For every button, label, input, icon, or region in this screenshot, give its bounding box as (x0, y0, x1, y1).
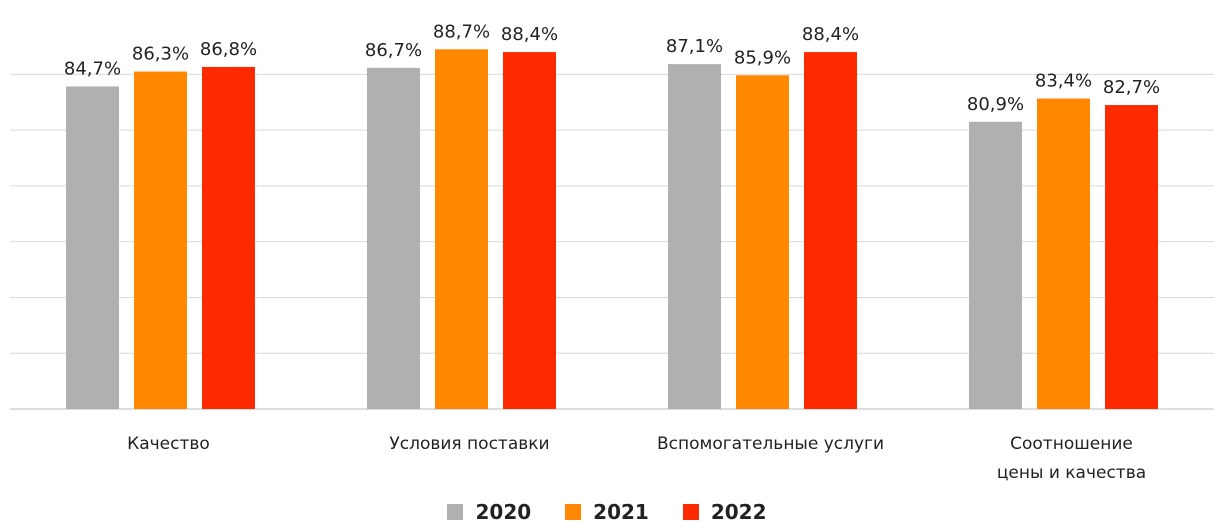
x-tick-label: Соотношение цены и качества (996, 434, 1147, 483)
data-label: 82,7% (1103, 77, 1160, 98)
legend-swatch (447, 504, 464, 520)
data-label: 80,9% (967, 94, 1024, 115)
bar (202, 66, 255, 409)
legend-item: 2022 (682, 500, 767, 522)
legend-label: 2022 (710, 500, 767, 522)
legend-swatch (565, 504, 582, 520)
legend-item: 2021 (565, 500, 649, 522)
data-label: 86,3% (132, 44, 189, 65)
data-label: 88,7% (433, 21, 490, 42)
bar (134, 71, 187, 409)
data-label: 88,4% (501, 24, 558, 45)
bar (804, 52, 857, 410)
bar (1105, 105, 1158, 409)
legend-label: 2021 (593, 500, 649, 522)
data-label: 87,1% (666, 36, 723, 57)
bar (367, 67, 420, 410)
data-label: 85,9% (734, 47, 791, 68)
bar (66, 86, 119, 409)
bar (435, 49, 488, 410)
data-label: 84,7% (64, 58, 121, 79)
bar (1037, 98, 1090, 410)
bar (736, 75, 789, 409)
x-tick-label: Условия поставки (389, 434, 550, 454)
data-label: 88,4% (802, 24, 859, 45)
bar (969, 121, 1022, 410)
legend: 2020 2021 2022 (0, 500, 1214, 522)
bar (503, 52, 556, 410)
bar (668, 64, 721, 409)
data-label: 86,7% (365, 40, 422, 61)
legend-item: 2020 (447, 500, 531, 522)
x-tick-label: Качество (127, 434, 210, 454)
data-label: 86,8% (200, 39, 257, 60)
legend-label: 2020 (475, 500, 532, 522)
legend-swatch (682, 504, 699, 520)
data-label: 83,4% (1035, 71, 1092, 92)
x-tick-label: Вспомогательные услуги (656, 434, 885, 454)
